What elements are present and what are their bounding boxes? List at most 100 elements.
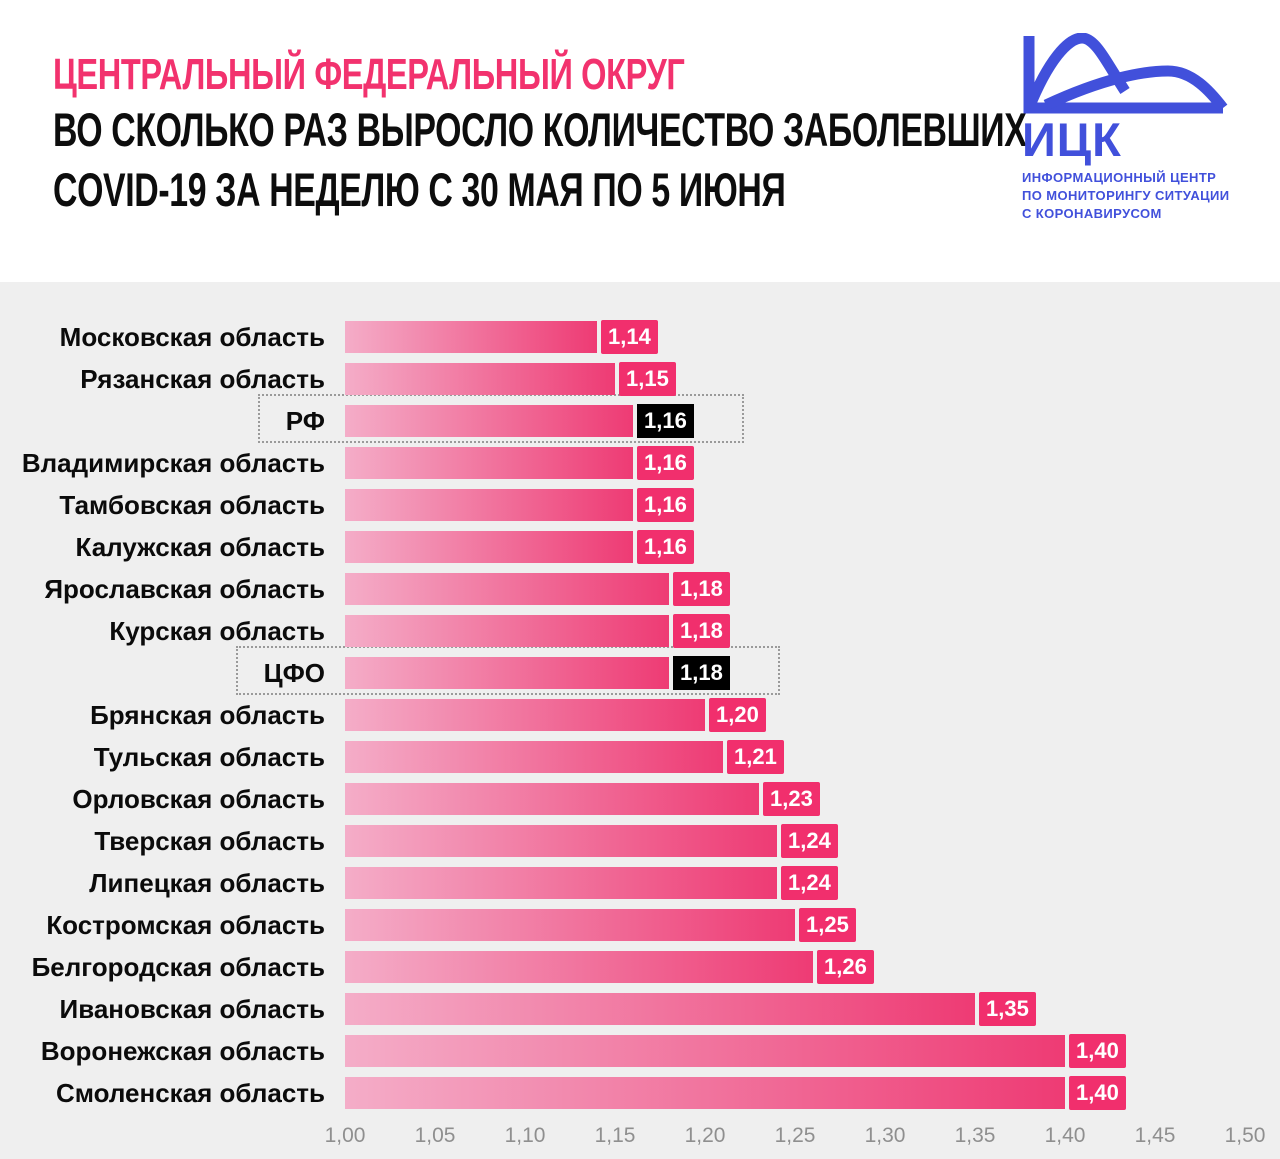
value-badge: 1,16: [637, 404, 694, 438]
x-axis-tick-label: 1,35: [954, 1124, 996, 1147]
value-badge: 1,21: [727, 740, 784, 774]
chart-row: Ярославская область 1,18: [0, 568, 1280, 610]
chart-row: Владимирская область 1,16: [0, 442, 1280, 484]
region-label: Московская область: [59, 321, 325, 352]
value-bar: [345, 657, 669, 689]
value-badge: 1,16: [637, 446, 694, 480]
value-bar: [345, 951, 813, 983]
logo-subtitle-line-1: ИНФОРМАЦИОННЫЙ ЦЕНТР: [1022, 170, 1217, 185]
value-bar: [345, 321, 597, 353]
bar-zone: 1,16: [345, 526, 1280, 568]
value-bar: [345, 531, 633, 563]
page-title-line-1: ВО СКОЛЬКО РАЗ ВЫРОСЛО КОЛИЧЕСТВО ЗАБОЛЕ…: [53, 103, 1027, 156]
bar-zone: 1,15: [345, 358, 1280, 400]
bar-zone: 1,14: [345, 316, 1280, 358]
value-badge: 1,16: [637, 488, 694, 522]
bar-zone: 1,40: [345, 1072, 1280, 1114]
region-label: Тамбовская область: [59, 489, 325, 520]
value-badge: 1,20: [709, 698, 766, 732]
value-bar: [345, 447, 633, 479]
value-bar: [345, 363, 615, 395]
region-label: Белгородская область: [31, 951, 325, 982]
x-axis-tick-label: 1,00: [324, 1124, 366, 1147]
chart-row-highlighted: ЦФО 1,18: [0, 646, 1280, 695]
region-label: Воронежская область: [40, 1035, 325, 1066]
region-label: Смоленская область: [55, 1077, 325, 1108]
bar-zone: 1,16: [345, 484, 1280, 526]
value-bar: [345, 993, 975, 1025]
value-bar: [345, 405, 633, 437]
region-label: Тульская область: [93, 741, 325, 772]
value-badge: 1,26: [817, 950, 874, 984]
logo-acronym: ИЦК: [1022, 113, 1122, 166]
bar-zone: 1,21: [345, 736, 1280, 778]
region-label: Владимирская область: [21, 447, 325, 478]
page-title: ВО СКОЛЬКО РАЗ ВЫРОСЛО КОЛИЧЕСТВО ЗАБОЛЕ…: [53, 100, 1027, 220]
bar-zone: 1,23: [345, 778, 1280, 820]
bar-zone: 1,16: [345, 442, 1280, 484]
chart-row: Тверская область 1,24: [0, 820, 1280, 862]
chart-row: Московская область 1,14: [0, 316, 1280, 358]
chart-row: Смоленская область 1,40: [0, 1072, 1280, 1114]
chart-row-highlighted: РФ 1,16: [0, 394, 1280, 443]
region-label: Костромская область: [46, 909, 325, 940]
bar-chart: Московская область 1,14 Рязанская область 1…: [0, 282, 1280, 1159]
bar-zone: 1,25: [345, 904, 1280, 946]
chart-row: Брянская область 1,20: [0, 694, 1280, 736]
bar-zone: 1,26: [345, 946, 1280, 988]
x-axis-tick-label: 1,40: [1044, 1124, 1086, 1147]
value-bar: [345, 825, 777, 857]
value-bar: [345, 909, 795, 941]
page-title-line-2: COVID-19 ЗА НЕДЕЛЮ С 30 МАЯ ПО 5 ИЮНЯ: [53, 163, 786, 216]
region-label: Ивановская область: [59, 993, 325, 1024]
flatten-the-curve-icon: [1023, 33, 1228, 114]
bar-zone: 1,18: [345, 652, 1280, 694]
bar-zone: 1,24: [345, 862, 1280, 904]
region-label: Ярославская область: [44, 573, 325, 604]
x-axis-tick-label: 1,45: [1134, 1124, 1176, 1147]
value-bar: [345, 867, 777, 899]
logo-subtitle-line-3: С КОРОНАВИРУСОМ: [1022, 206, 1162, 221]
x-axis-tick-label: 1,15: [594, 1124, 636, 1147]
chart-row: Орловская область 1,23: [0, 778, 1280, 820]
chart-row: Липецкая область 1,24: [0, 862, 1280, 904]
bar-zone: 1,40: [345, 1030, 1280, 1072]
logo: ИЦК ИНФОРМАЦИОННЫЙ ЦЕНТР ПО МОНИТОРИНГУ …: [1022, 33, 1237, 223]
region-label: РФ: [285, 405, 325, 436]
region-label: Тверская область: [94, 825, 325, 856]
value-bar: [345, 1035, 1065, 1067]
bar-zone: 1,18: [345, 568, 1280, 610]
value-badge: 1,18: [673, 656, 730, 690]
bar-chart-rows: Московская область 1,14 Рязанская область 1…: [0, 316, 1280, 1114]
value-badge: 1,16: [637, 530, 694, 564]
bar-zone: 1,24: [345, 820, 1280, 862]
value-badge: 1,35: [979, 992, 1036, 1026]
value-badge: 1,18: [673, 572, 730, 606]
bar-zone: 1,18: [345, 610, 1280, 652]
value-bar: [345, 489, 633, 521]
x-axis-tick-label: 1,50: [1224, 1124, 1266, 1147]
value-bar: [345, 741, 723, 773]
value-bar: [345, 573, 669, 605]
value-bar: [345, 783, 759, 815]
logo-subtitle: ИНФОРМАЦИОННЫЙ ЦЕНТР ПО МОНИТОРИНГУ СИТУ…: [1022, 169, 1237, 223]
value-badge: 1,14: [601, 320, 658, 354]
logo-subtitle-line-2: ПО МОНИТОРИНГУ СИТУАЦИИ: [1022, 188, 1230, 203]
region-label: Рязанская область: [80, 363, 325, 394]
x-axis-tick-label: 1,05: [414, 1124, 456, 1147]
region-label: Калужская область: [75, 531, 325, 562]
value-bar: [345, 1077, 1065, 1109]
region-label: Липецкая область: [89, 867, 325, 898]
value-badge: 1,23: [763, 782, 820, 816]
x-axis-ticks: 1,00 1,05 1,10 1,15 1,20 1,25 1,30 1,35 1,40 1,45…: [0, 1124, 1280, 1150]
value-badge: 1,15: [619, 362, 676, 396]
region-scope-title: ЦЕНТРАЛЬНЫЙ ФЕДЕРАЛЬНЫЙ ОКРУГ: [53, 50, 685, 99]
chart-row: Калужская область 1,16: [0, 526, 1280, 568]
chart-row: Ивановская область 1,35: [0, 988, 1280, 1030]
value-badge: 1,40: [1069, 1076, 1126, 1110]
chart-row: Белгородская область 1,26: [0, 946, 1280, 988]
chart-row: Тульская область 1,21: [0, 736, 1280, 778]
region-label: Орловская область: [72, 783, 325, 814]
value-badge: 1,24: [781, 866, 838, 900]
region-label: Курская область: [109, 615, 325, 646]
